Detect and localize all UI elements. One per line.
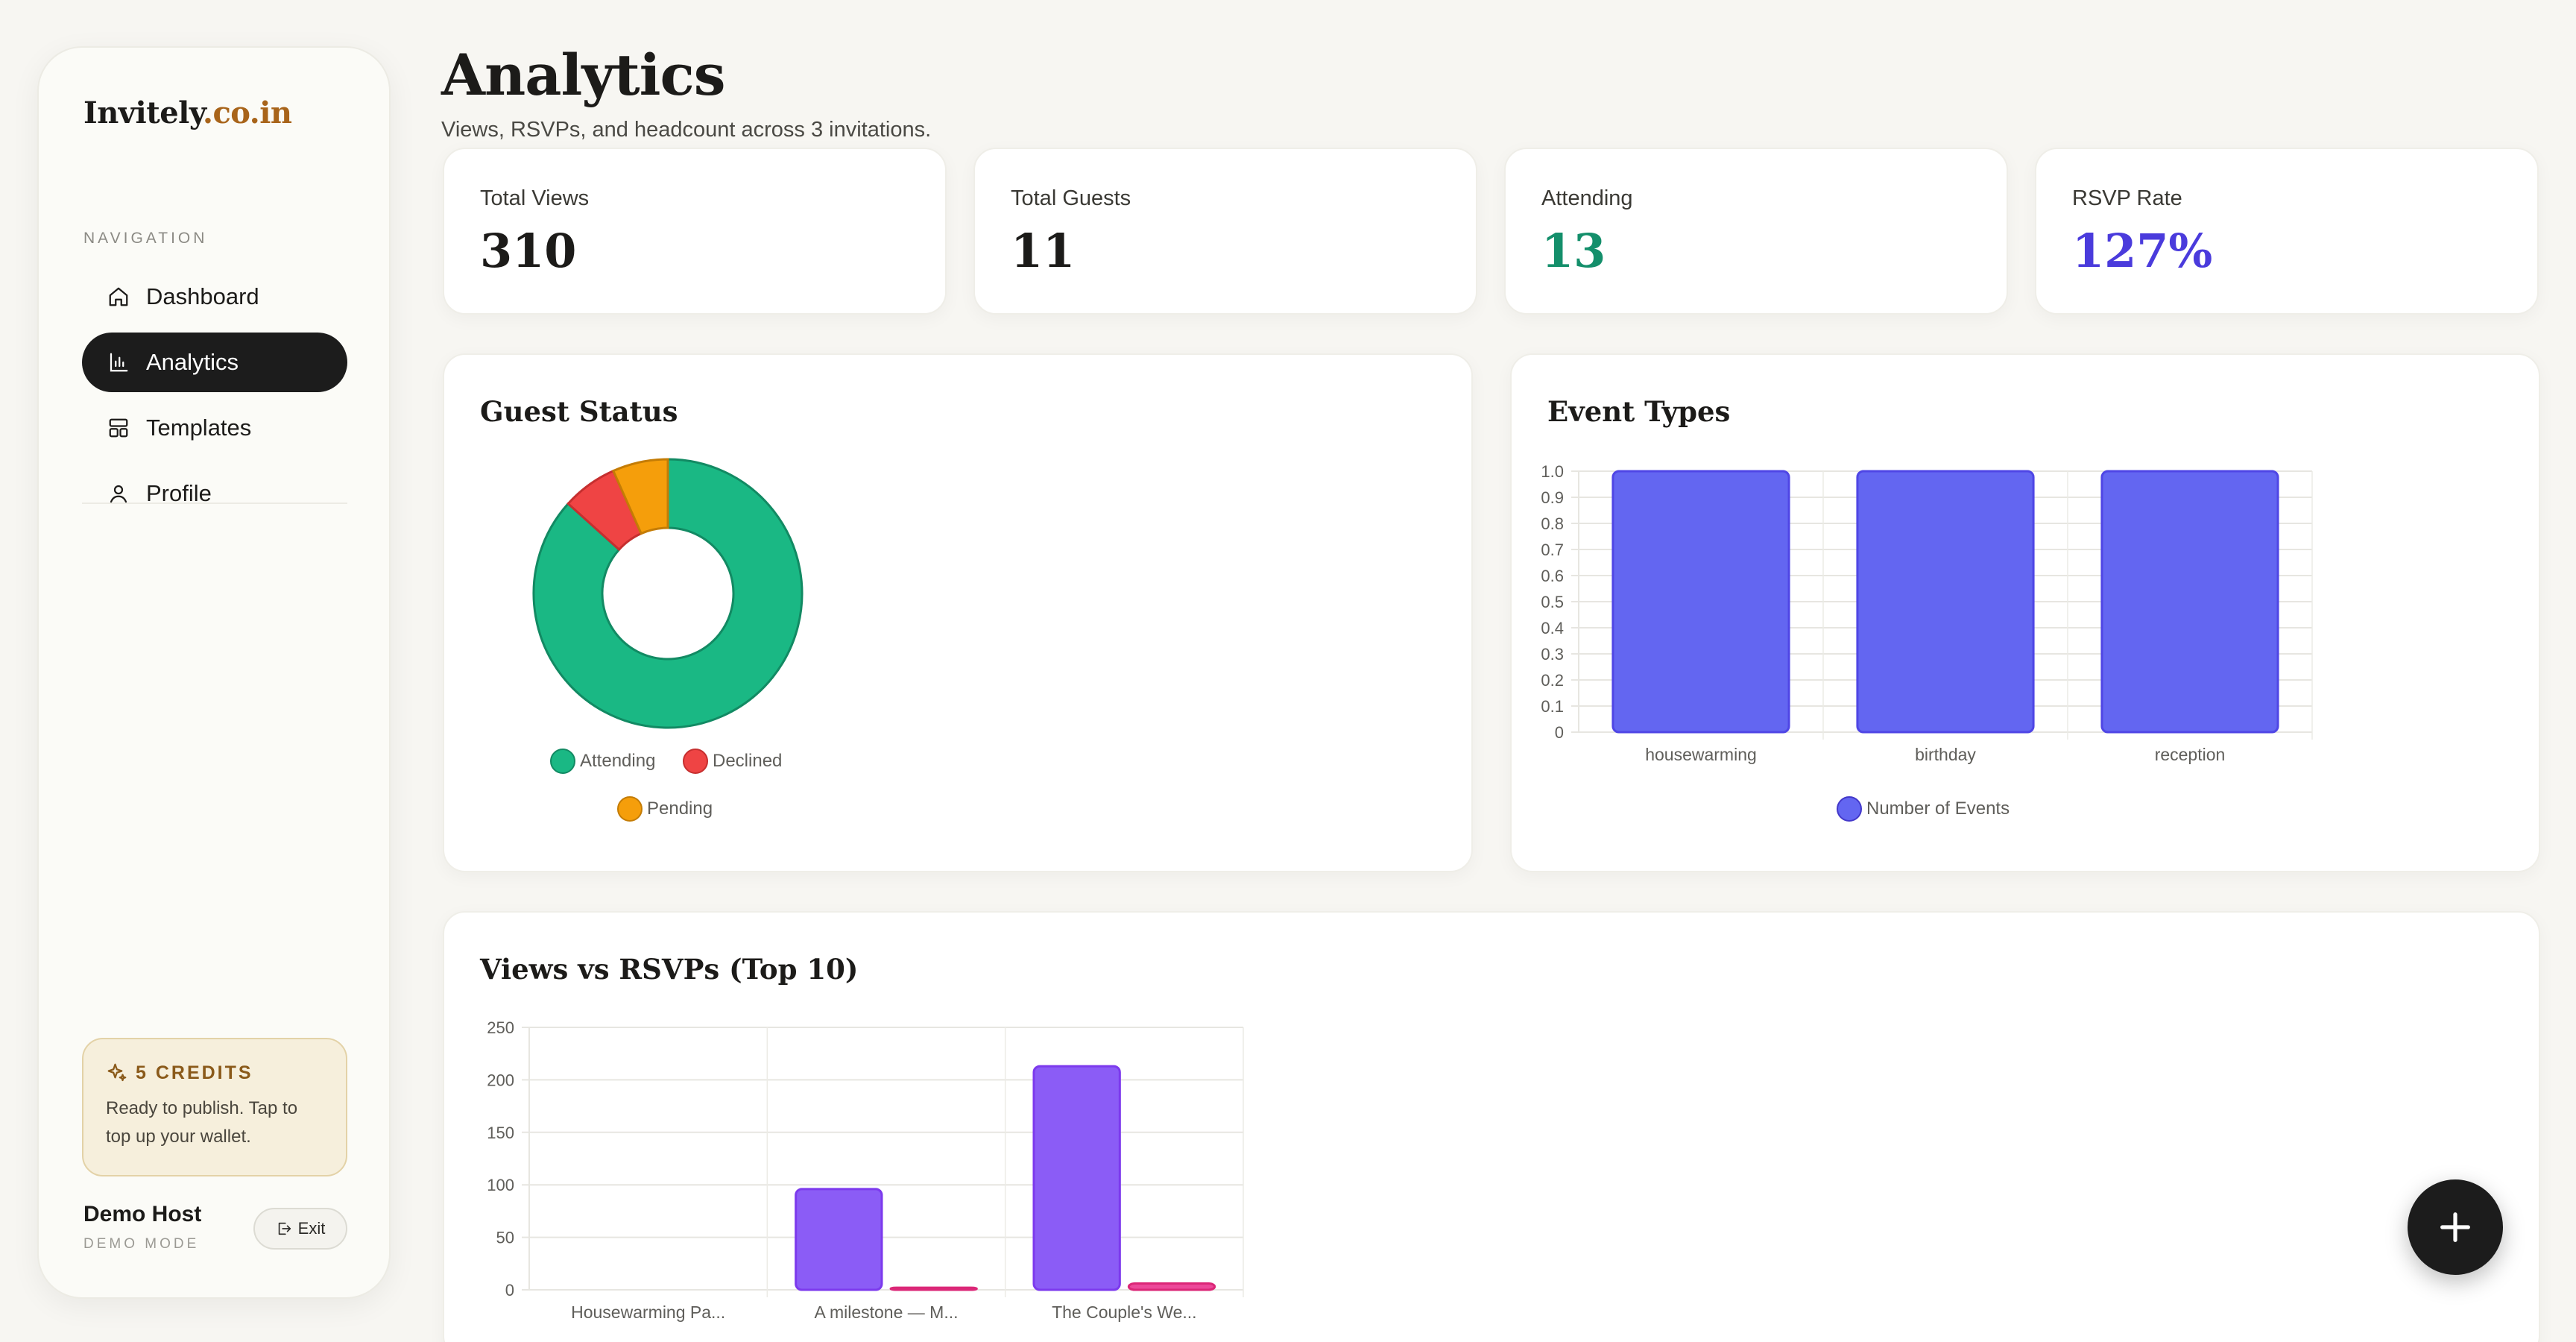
credits-title: 5 CREDITS xyxy=(106,1062,323,1084)
bar-chart-icon xyxy=(110,353,128,372)
y-tick-label: 0.8 xyxy=(1541,514,1564,533)
panel-title: Guest Status xyxy=(480,395,678,428)
sidebar-item-label: Analytics xyxy=(146,349,239,375)
legend-pending[interactable]: Pending xyxy=(617,796,713,822)
guest-status-donut xyxy=(532,458,804,729)
legend-swatch xyxy=(550,749,575,774)
y-tick-label: 100 xyxy=(487,1176,514,1194)
sidebar-item-dashboard[interactable]: Dashboard xyxy=(82,267,347,327)
stat-value: 11 xyxy=(1011,224,1076,278)
add-invitation-button[interactable] xyxy=(2408,1179,2503,1275)
nav-divider xyxy=(82,503,347,504)
exit-button[interactable]: Exit xyxy=(253,1208,347,1250)
y-tick-label: 200 xyxy=(487,1071,514,1089)
y-tick-label: 50 xyxy=(496,1229,514,1247)
y-tick-label: 0 xyxy=(505,1281,514,1300)
donut-slice-attending xyxy=(532,458,804,729)
sidebar-item-templates[interactable]: Templates xyxy=(82,398,347,458)
bar-series-a xyxy=(1032,1065,1121,1291)
sparkles-icon xyxy=(107,1063,127,1082)
bar-series-a xyxy=(2100,470,2279,734)
panel-title: Event Types xyxy=(1547,395,1731,428)
stat-label: RSVP Rate xyxy=(2072,186,2182,210)
stat-label: Total Guests xyxy=(1011,186,1131,210)
stat-label: Total Views xyxy=(480,186,590,210)
user-icon xyxy=(110,485,127,503)
event-types-panel: Event Types 0 0.1 0.2 0.3 0.4 0.5 0.6 0.7 0.8 0.9… xyxy=(1510,353,2540,872)
y-tick-label: 250 xyxy=(487,1018,514,1037)
legend-swatch xyxy=(617,796,643,822)
donut-slice-pending xyxy=(611,458,669,535)
legend-attending[interactable]: Attending xyxy=(550,749,655,774)
sidebar-item-analytics[interactable]: Analytics xyxy=(82,333,347,392)
stat-label: Attending xyxy=(1541,186,1633,210)
event-types-chart: 0 0.1 0.2 0.3 0.4 0.5 0.6 0.7 0.8 0.9 1.0 housewarm… xyxy=(1541,462,2313,764)
guest-status-panel: Guest Status Attending Declined Pending xyxy=(443,353,1473,872)
y-tick-label: 0.5 xyxy=(1541,593,1564,611)
legend-swatch xyxy=(683,749,708,774)
stat-card-attending: Attending 13 xyxy=(1504,148,2008,315)
credits-card[interactable]: 5 CREDITS Ready to publish. Tap to top u… xyxy=(82,1038,347,1176)
stat-card-total-views: Total Views 310 xyxy=(443,148,947,315)
sidebar-item-label: Profile xyxy=(146,480,212,506)
user-name: Demo Host xyxy=(83,1202,202,1226)
stat-value: 13 xyxy=(1541,224,1606,278)
x-tick-label: reception xyxy=(2155,745,2226,764)
brand-logo[interactable]: Invitely.co.in xyxy=(83,95,292,130)
x-tick-label: A milestone — M... xyxy=(814,1302,958,1322)
user-mode: DEMO MODE xyxy=(83,1236,200,1252)
stat-value: 127% xyxy=(2072,224,2213,278)
home-icon xyxy=(109,287,128,306)
credits-text: Ready to publish. Tap to top up your wal… xyxy=(106,1098,298,1147)
nav-heading: NAVIGATION xyxy=(83,230,208,247)
x-tick-label: birthday xyxy=(1915,745,1976,764)
logout-icon xyxy=(278,1222,291,1235)
y-tick-label: 150 xyxy=(487,1124,514,1142)
x-tick-label: housewarming xyxy=(1645,745,1757,764)
legend-declined[interactable]: Declined xyxy=(683,749,782,774)
layout-icon xyxy=(109,418,128,438)
bar-series-b xyxy=(889,1286,978,1291)
y-tick-label: 0 xyxy=(1555,723,1564,742)
plus-icon xyxy=(2440,1212,2470,1242)
y-tick-label: 0.7 xyxy=(1541,541,1564,559)
stat-value: 310 xyxy=(480,224,577,278)
page-subtitle: Views, RSVPs, and headcount across 3 inv… xyxy=(441,118,932,142)
sidebar-item-label: Dashboard xyxy=(146,283,259,309)
panel-title: Views vs RSVPs (Top 10) xyxy=(480,953,859,986)
stat-card-total-guests: Total Guests 11 xyxy=(973,148,1477,315)
y-tick-label: 0.6 xyxy=(1541,567,1564,585)
views-rsvps-panel: Views vs RSVPs (Top 10) 0 50 100 150 200 250 H… xyxy=(443,911,2540,1342)
sidebar-item-profile[interactable]: Profile xyxy=(82,464,347,523)
bar-series-a xyxy=(795,1188,883,1291)
sidebar-item-label: Templates xyxy=(146,415,252,441)
bar-series-a xyxy=(1611,470,1790,734)
legend-number-of-events[interactable]: Number of Events xyxy=(1837,796,2010,822)
x-tick-label: The Couple's We... xyxy=(1052,1302,1196,1322)
sidebar: Invitely.co.in NAVIGATION Dashboard Anal… xyxy=(37,46,391,1299)
page-title: Analytics xyxy=(441,42,726,108)
y-tick-label: 0.2 xyxy=(1541,671,1564,690)
bar-series-a xyxy=(1856,470,2035,734)
y-tick-label: 0.9 xyxy=(1541,488,1564,507)
stat-card-rsvp-rate: RSVP Rate 127% xyxy=(2035,148,2539,315)
bar-series-b xyxy=(1127,1282,1216,1291)
y-tick-label: 1.0 xyxy=(1541,462,1564,481)
y-tick-label: 0.4 xyxy=(1541,619,1564,637)
views-rsvps-chart: 0 50 100 150 200 250 Housewarming Pa... A miles… xyxy=(487,1018,1244,1322)
y-tick-label: 0.1 xyxy=(1541,697,1564,716)
legend-swatch xyxy=(1837,796,1862,822)
x-tick-label: Housewarming Pa... xyxy=(571,1302,725,1322)
y-tick-label: 0.3 xyxy=(1541,645,1564,664)
